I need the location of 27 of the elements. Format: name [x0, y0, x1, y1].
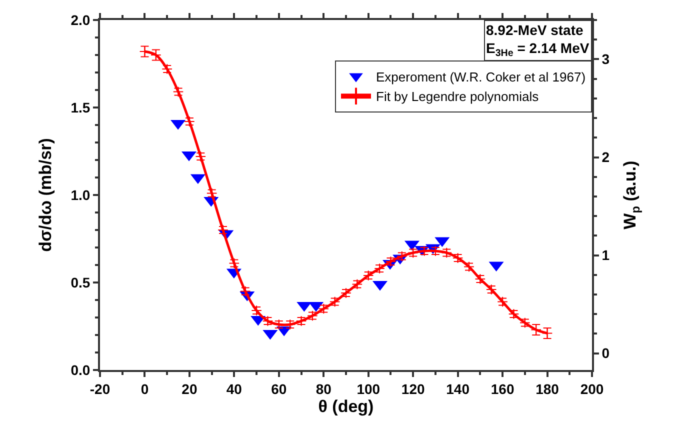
- x-tick-label: 60: [271, 380, 287, 397]
- x-tick-label: 180: [536, 380, 560, 397]
- y-axis-title: dσ/dω (mb/sr): [36, 138, 55, 252]
- x-tick-label: 0: [140, 380, 149, 397]
- y-tick-label: 1.5: [70, 99, 90, 116]
- y-tick-label: 1.0: [70, 186, 90, 203]
- x-tick-label: 200: [580, 380, 604, 397]
- x-tick-label: -20: [90, 380, 110, 397]
- x-tick-label: 80: [316, 380, 332, 397]
- x-tick-label: 20: [182, 380, 198, 397]
- x-tick-label: 160: [490, 380, 514, 397]
- legend-label: Fit by Legendre polynomials: [376, 89, 540, 104]
- x-tick-label: 100: [356, 380, 380, 397]
- y2-tick-label: 1: [602, 247, 610, 264]
- y-tick-label: 0.5: [70, 274, 90, 290]
- y2-tick-label: 0: [602, 345, 610, 362]
- y2-tick-label: 3: [602, 51, 610, 68]
- x-axis-title: θ (deg): [318, 396, 374, 416]
- annotation: E$_{3He}$ = 2.14 MeV: [486, 40, 590, 60]
- y2-tick-label: 2: [602, 149, 610, 166]
- x-tick-label: 40: [226, 380, 242, 397]
- legend-label: Experoment (W.R. Coker et al 1967): [376, 69, 586, 84]
- y-tick-label: 0.0: [70, 362, 90, 378]
- annotation: 8.92-MeV state: [486, 22, 584, 38]
- x-tick-label: 140: [446, 380, 470, 397]
- y-tick-label: 2.0: [70, 12, 90, 28]
- x-tick-label: 120: [401, 380, 425, 397]
